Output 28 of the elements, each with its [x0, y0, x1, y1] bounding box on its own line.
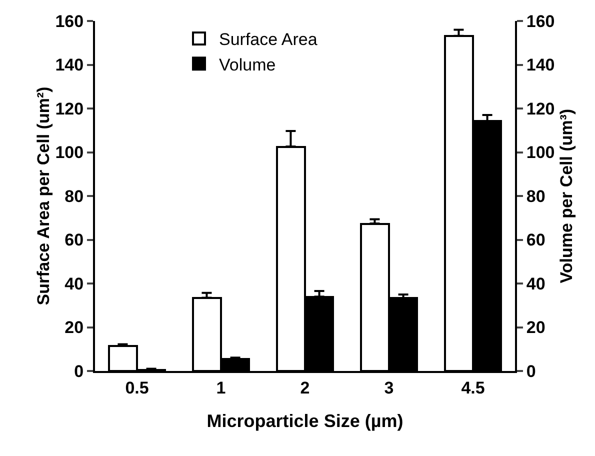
x-tick-label: 0.5 [125, 378, 149, 398]
y2-tick-label: 160 [526, 12, 555, 31]
y-tick-label: 160 [55, 12, 84, 31]
y2-tick-label: 140 [526, 56, 555, 75]
y2-tick-label: 0 [526, 362, 536, 381]
x-tick-label: 3 [384, 378, 394, 398]
y2-axis-title: Volume per Cell (um³) [556, 108, 576, 284]
y-tick-label: 20 [64, 318, 84, 338]
y-tick-label: 80 [64, 186, 84, 206]
y-tick-label: 40 [64, 274, 84, 294]
y2-tick-label: 20 [526, 318, 546, 338]
y-tick-label: 60 [64, 230, 84, 250]
y2-tick-label: 40 [526, 274, 546, 294]
x-tick-label: 1 [216, 378, 226, 398]
y2-tick-label: 80 [526, 186, 546, 206]
y-tick-label: 120 [55, 99, 84, 118]
y-tick-label: 140 [55, 56, 84, 75]
y2-tick-label: 60 [526, 230, 546, 250]
x-tick-label: 4.5 [461, 378, 485, 398]
legend-label: Surface Area [219, 30, 318, 50]
y2-tick-label: 120 [526, 99, 555, 118]
x-tick-label: 2 [300, 378, 310, 398]
x-axis-title: Microparticle Size (µm) [206, 411, 404, 431]
y-axis-title: Surface Area per Cell (um²) [34, 86, 54, 306]
y-tick-label: 100 [55, 143, 84, 162]
y2-tick-label: 100 [526, 143, 555, 162]
y-tick-label: 0 [74, 362, 84, 381]
legend-label: Volume [219, 55, 276, 74]
